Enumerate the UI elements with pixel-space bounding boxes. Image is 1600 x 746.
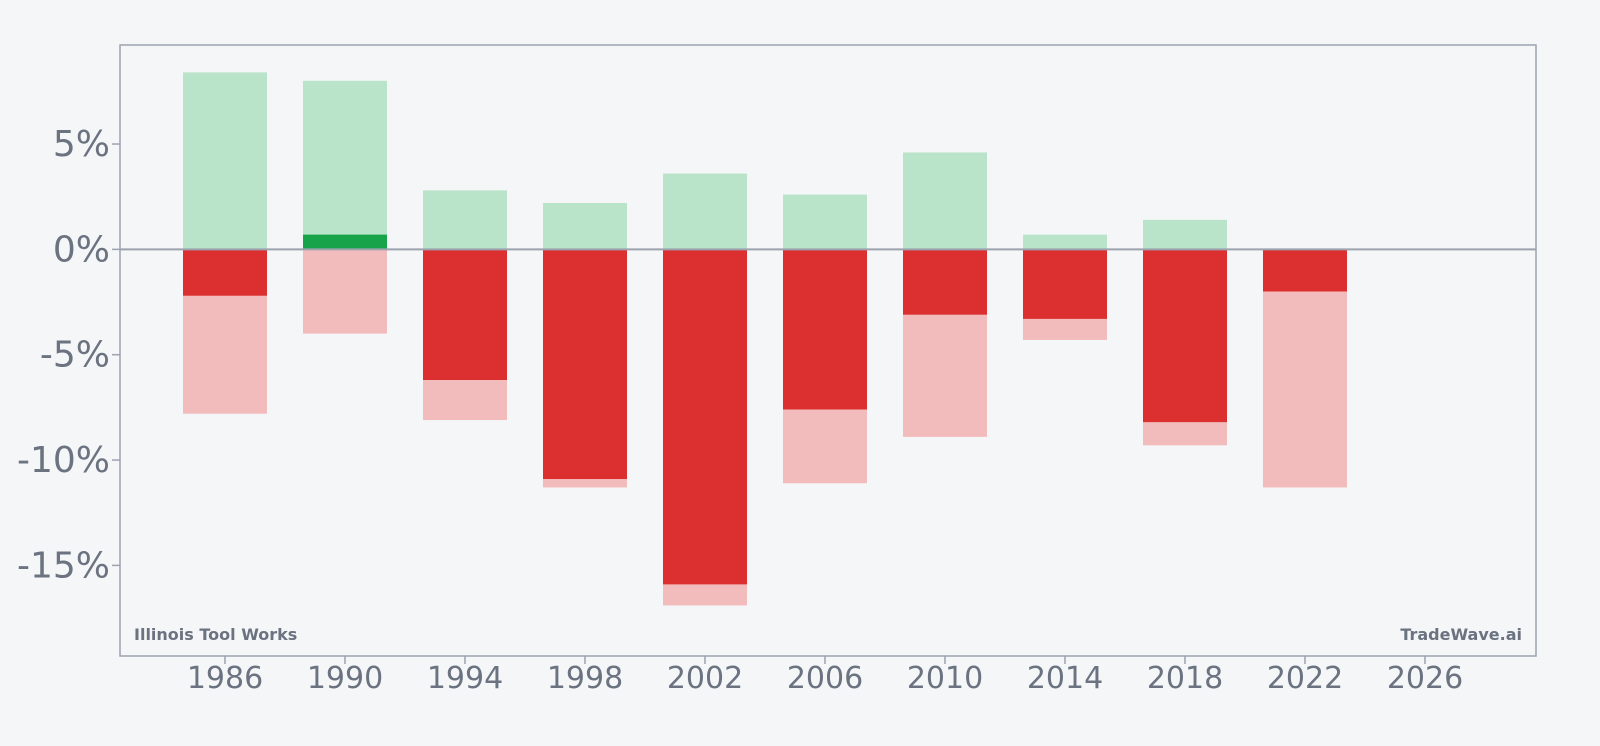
y-axis: 5% 0% -5% -10% -15% [17, 124, 120, 586]
company-label: Illinois Tool Works [134, 625, 297, 644]
range-high-bar-2018 [1143, 219, 1227, 250]
value-bar-2022 [1263, 249, 1347, 292]
y-tick-label: 5% [53, 124, 110, 165]
y-tick-label: -5% [40, 335, 110, 376]
value-bar-2018 [1143, 249, 1227, 423]
x-tick-label: 2026 [1387, 661, 1463, 696]
x-tick-label: 2002 [667, 661, 743, 696]
value-bar-2010 [903, 249, 987, 315]
value-bar-1990 [303, 234, 387, 250]
range-high-bar-2010 [903, 152, 987, 250]
x-tick-label: 2006 [787, 661, 863, 696]
x-axis: 1986 1990 1994 1998 2002 2006 2010 2014 2018 2022… [187, 656, 1463, 696]
y-tick-label: 0% [53, 229, 110, 270]
value-bar-1986 [183, 249, 267, 296]
bars-group [183, 72, 1347, 606]
value-bar-2006 [783, 249, 867, 410]
value-bar-2002 [663, 249, 747, 585]
x-tick-label: 2014 [1027, 661, 1103, 696]
range-high-bar-2002 [663, 173, 747, 250]
range-high-bar-1994 [423, 190, 507, 250]
range-high-bar-1990 [303, 80, 387, 250]
x-tick-label: 1990 [307, 661, 383, 696]
range-high-bar-1986 [183, 72, 267, 250]
y-tick-label: -10% [17, 440, 110, 481]
brand-label: TradeWave.ai [1400, 625, 1522, 644]
x-tick-label: 1986 [187, 661, 263, 696]
range-high-bar-2014 [1023, 234, 1107, 250]
range-low-bar-1990 [303, 249, 387, 334]
value-bar-1998 [543, 249, 627, 480]
range-high-bar-2006 [783, 194, 867, 250]
x-tick-label: 2022 [1267, 661, 1343, 696]
x-tick-label: 2010 [907, 661, 983, 696]
plot-frame [119, 44, 1537, 657]
value-bar-2014 [1023, 249, 1107, 319]
range-high-bar-1998 [543, 203, 627, 250]
x-tick-label: 1994 [427, 661, 503, 696]
x-tick-label: 1998 [547, 661, 623, 696]
y-tick-label: -15% [17, 545, 110, 586]
x-tick-label: 2018 [1147, 661, 1223, 696]
value-bar-1994 [423, 249, 507, 380]
